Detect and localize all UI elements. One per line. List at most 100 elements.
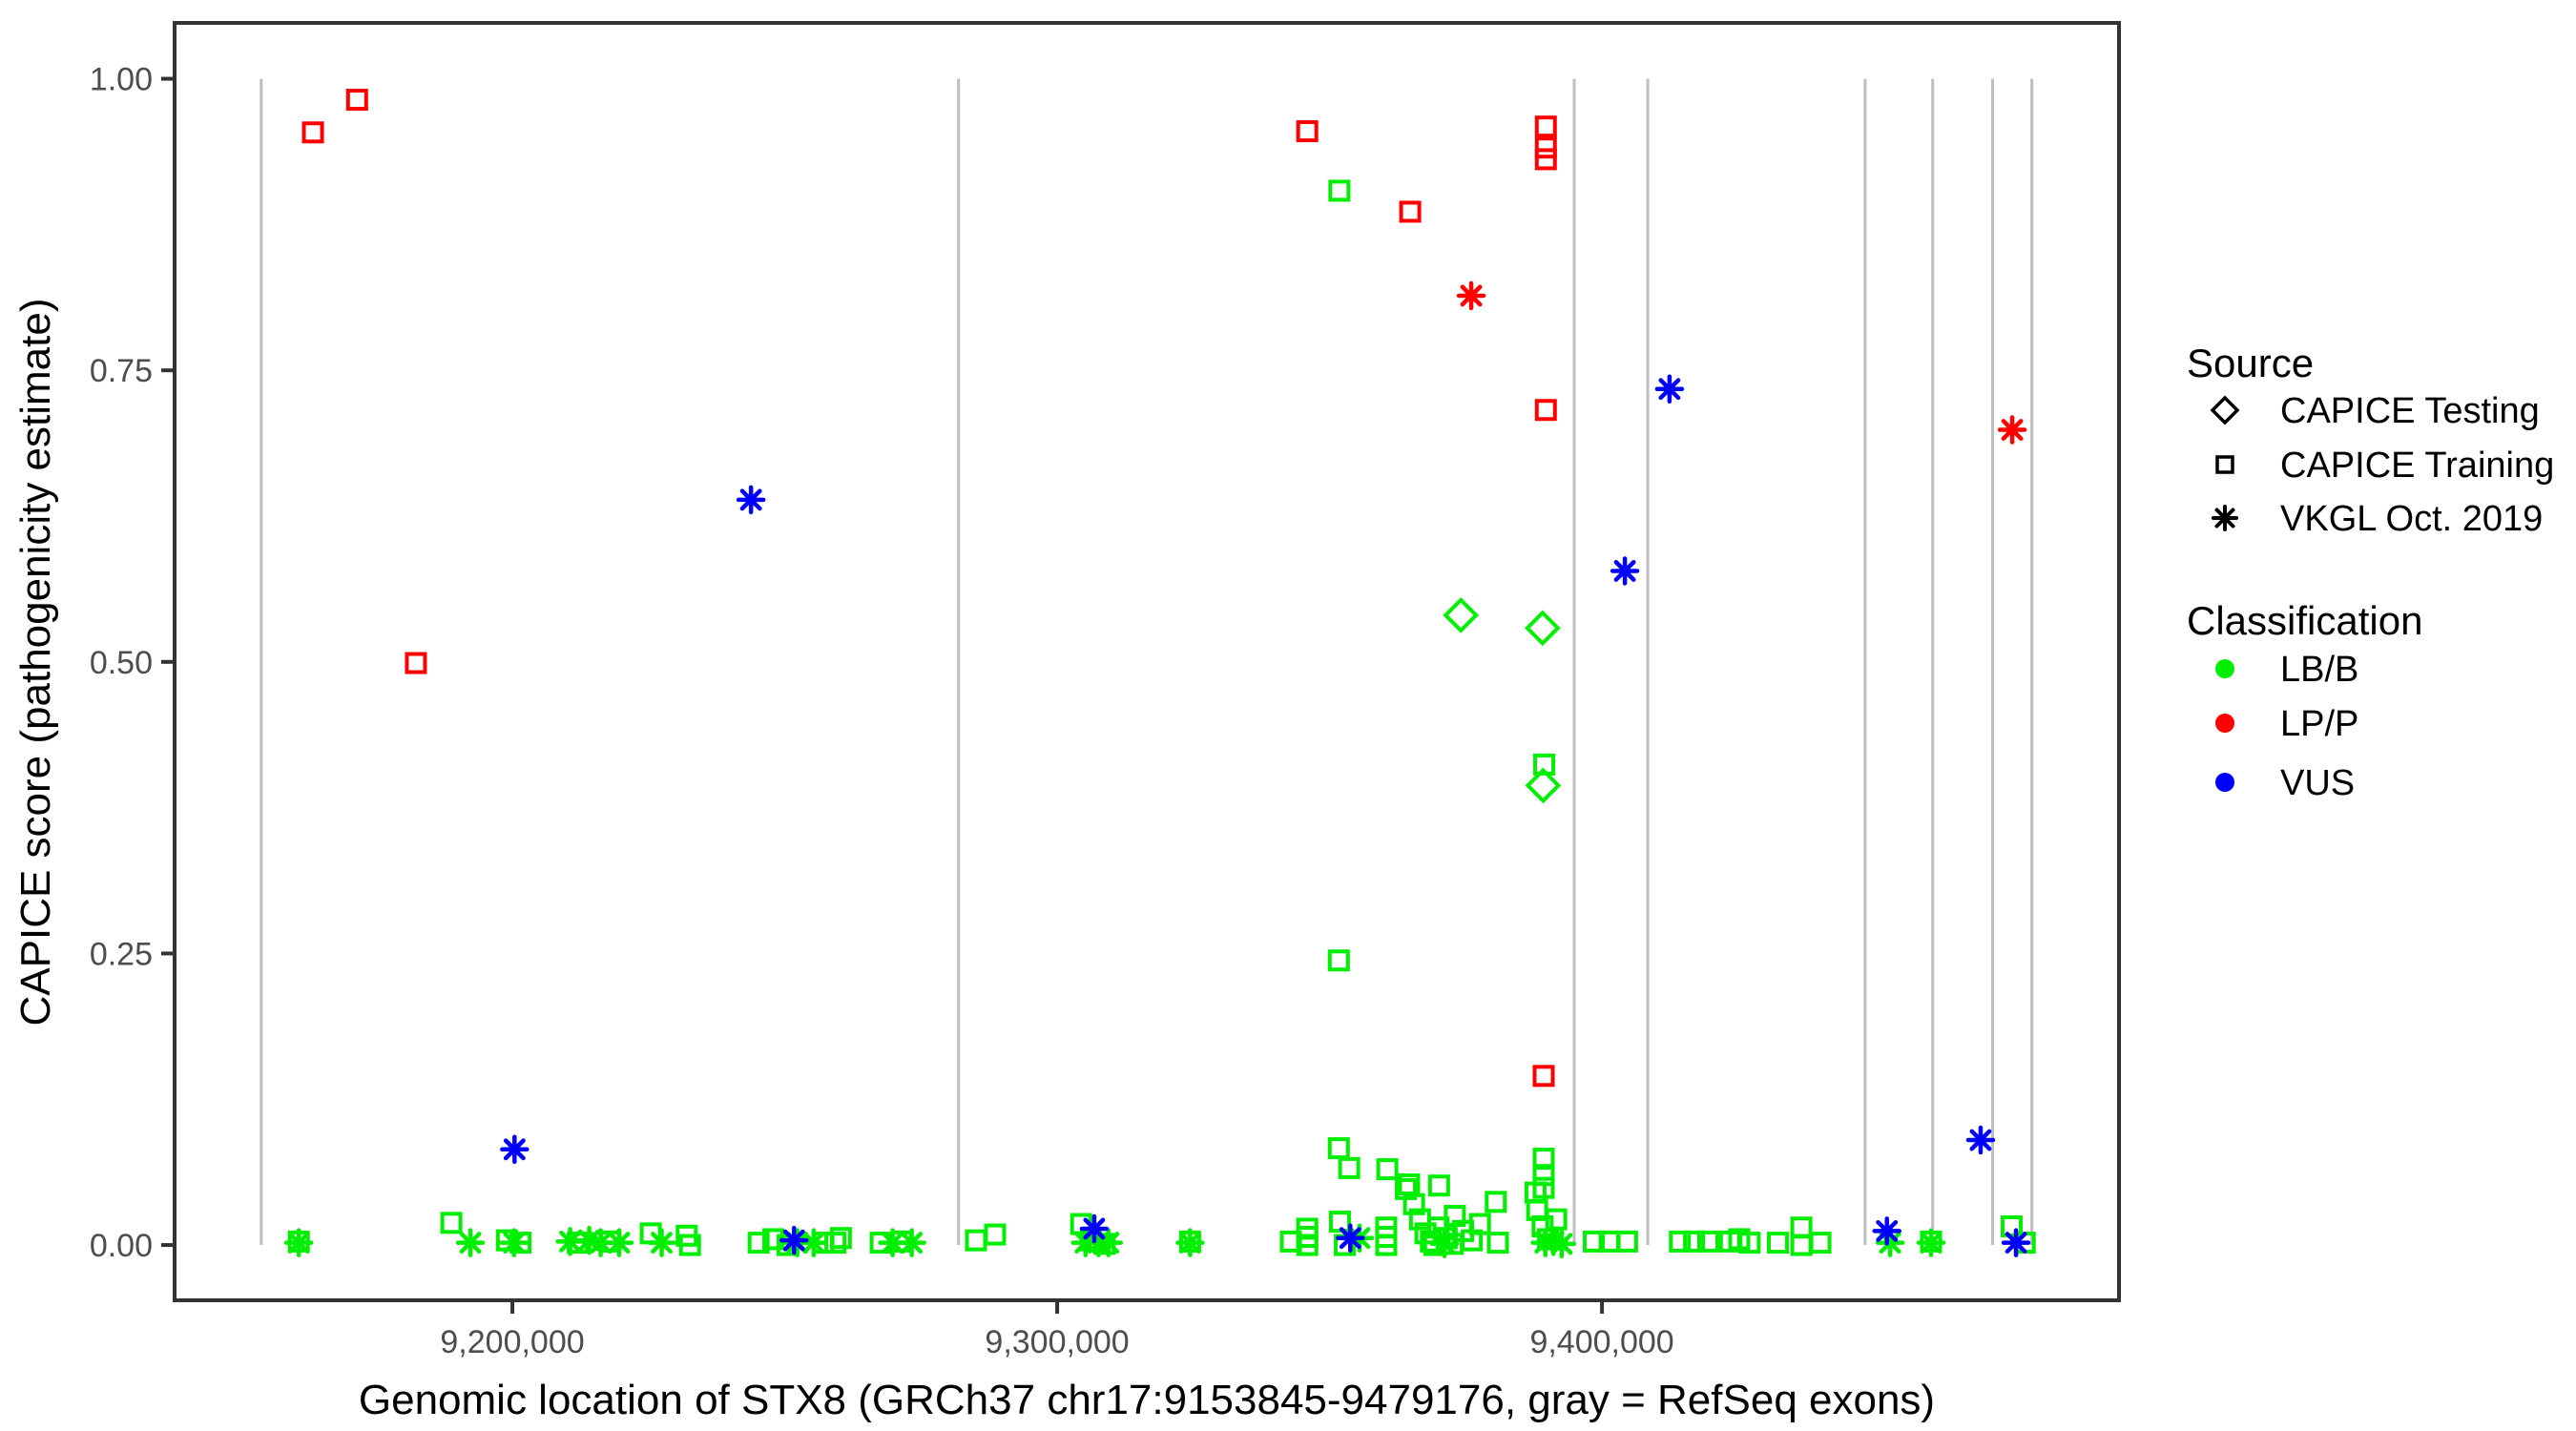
data-point [1093,1228,1123,1257]
data-point [1669,1230,1692,1253]
data-point [1338,1156,1361,1179]
data-point [301,121,324,144]
data-point [965,1229,987,1252]
data-point [1532,1065,1555,1088]
legend-source-item-label: CAPICE Training [2280,446,2554,486]
data-point [1534,136,1557,159]
data-point [1079,1213,1110,1244]
data-point [1997,415,2027,445]
data-point [1296,120,1319,143]
data-point [500,1134,530,1165]
data-point [1531,1214,1554,1237]
data-point [1583,1230,1606,1253]
data-point [1809,1232,1832,1255]
data-point [499,1228,530,1257]
x-tick-label: 9,300,000 [985,1324,1129,1360]
legend-source-title: Source [2187,341,2314,385]
data-point [1534,148,1557,171]
data-point [1456,280,1486,311]
legend-classification-title: Classification [2187,598,2422,643]
legend-classification-item-label: LP/P [2280,704,2358,744]
data-point [555,1227,585,1256]
data-point [1327,1137,1350,1160]
legend-color-dot-icon [2215,714,2234,733]
data-point [455,1228,486,1257]
data-point [1738,1232,1761,1255]
data-point [1175,1228,1205,1257]
legend-color-dot-icon [2215,659,2234,678]
data-point [1376,1158,1399,1181]
data-point [1916,1228,1946,1257]
data-point [1402,1192,1425,1215]
x-tick-label: 9,400,000 [1529,1324,1673,1360]
data-point [1696,1230,1719,1253]
data-point [747,1232,770,1255]
legend-square-icon [2215,455,2234,474]
data-point [440,1212,463,1234]
data-point [779,1225,809,1255]
plot-panel-border [173,21,2121,1302]
data-point [1375,1234,1398,1256]
data-point [1790,1234,1813,1256]
data-point [2001,1228,2031,1257]
data-point [604,1228,634,1257]
data-point [1547,1229,1577,1259]
y-tick-label: 0.75 [90,353,153,389]
data-point [283,1228,314,1257]
data-point [1875,1228,1905,1257]
data-point [1534,399,1557,422]
data-point [1965,1125,1996,1155]
data-point [1336,1223,1365,1253]
legend-asterisk-icon [2212,505,2238,531]
data-point [1327,949,1350,972]
data-point [897,1228,926,1257]
data-point [1328,179,1351,202]
data-point [1443,597,1480,633]
data-point [1615,1230,1638,1253]
y-tick-label: 0.50 [90,645,153,681]
data-point [1525,767,1562,804]
y-axis-title: CAPICE score (pathogenicity estimate) [12,299,59,1027]
data-point [1534,115,1557,138]
data-point [1468,1213,1491,1235]
data-point [1533,753,1556,776]
data-point [586,1228,615,1257]
data-point [1610,556,1640,586]
data-point [678,1234,701,1256]
legend-classification-item-label: VUS [2280,763,2355,803]
data-point [405,652,427,674]
data-point [1767,1232,1790,1255]
data-point [1485,1191,1507,1213]
data-point [1654,374,1685,404]
y-tick-label: 0.25 [90,936,153,972]
data-point [345,89,368,112]
data-point [1872,1216,1901,1246]
data-point [799,1228,829,1257]
x-tick-label: 9,200,000 [440,1324,584,1360]
data-point [1790,1216,1813,1239]
data-point [878,1228,907,1257]
legend-diamond-icon [2210,395,2240,425]
data-point [1427,1174,1450,1197]
legend-classification-item-label: LB/B [2280,650,2358,690]
data-point [1296,1234,1319,1256]
data-point [647,1228,676,1257]
data-point [1486,1232,1509,1255]
data-point [1683,1230,1706,1253]
data-point [1328,1211,1351,1234]
y-tick-label: 0.00 [90,1228,153,1264]
legend-color-dot-icon [2215,773,2234,792]
data-point [984,1223,1007,1246]
x-axis-title: Genomic location of STX8 (GRCh37 chr17:9… [359,1377,1935,1423]
legend-source-item-label: VKGL Oct. 2019 [2280,499,2543,539]
data-point [574,1225,604,1255]
data-point [1545,1208,1568,1231]
data-point [1525,610,1561,647]
data-point [1429,1229,1460,1259]
data-point [736,485,766,515]
y-tick-label: 1.00 [90,62,153,98]
data-point [829,1227,852,1250]
data-point [824,1232,847,1255]
